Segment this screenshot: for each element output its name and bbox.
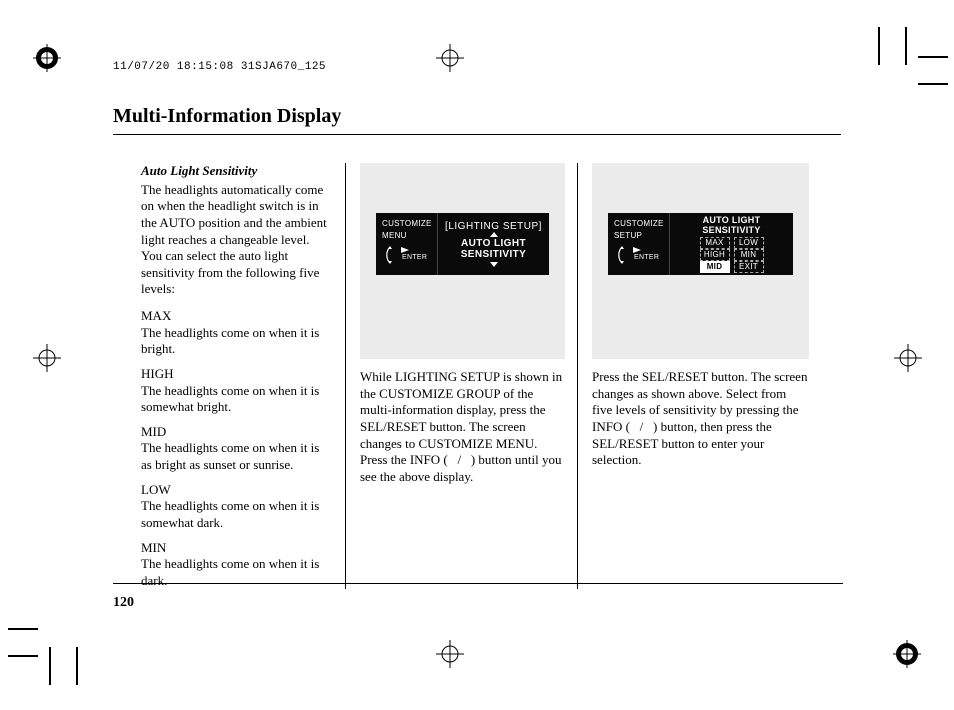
lcd-left-panel: CUSTOMIZE SETUP ENTER [608, 213, 670, 275]
level-name: MIN [141, 540, 333, 557]
page-content: Multi-Information Display Auto Light Sen… [113, 105, 841, 589]
level-desc: The headlights come on when it is somewh… [141, 383, 333, 416]
lcd-option-low: LOW [734, 237, 764, 249]
registration-mark-mid-left [33, 344, 61, 372]
lcd-main-text: AUTO LIGHTSENSITIVITY [461, 238, 527, 261]
column-3: CUSTOMIZE SETUP ENTER [577, 163, 809, 589]
level-item: MID The headlights come on when it is as… [141, 424, 333, 474]
page-title: Multi-Information Display [113, 105, 841, 135]
crop-mark [76, 647, 78, 685]
level-name: LOW [141, 482, 333, 499]
level-item: LOW The headlights come on when it is so… [141, 482, 333, 532]
triangle-up-icon [490, 232, 498, 237]
crop-mark [8, 655, 38, 657]
lcd-left-panel: CUSTOMIZE MENU ENTER [376, 213, 438, 275]
crop-mark [8, 628, 38, 630]
lcd-left-line2: SETUP [614, 231, 665, 241]
lcd-option-min: MIN [734, 249, 764, 261]
lcd-screen-customize-menu: CUSTOMIZE MENU ENTER [LIGHTING SETUP] [376, 213, 549, 275]
column-3-paragraph: Press the SEL/RESET button. The screen c… [592, 369, 809, 469]
steering-wheel-icon: ENTER [614, 245, 665, 265]
lcd-option-high: HIGH [700, 249, 730, 261]
section-subheading: Auto Light Sensitivity [141, 163, 333, 180]
enter-label: ENTER [401, 254, 427, 263]
crop-mark [878, 27, 880, 65]
crop-mark [918, 56, 948, 58]
level-desc: The headlights come on when it is bright… [141, 325, 333, 358]
registration-mark-mid-right [894, 344, 922, 372]
columns: Auto Light Sensitivity The headlights au… [113, 163, 841, 589]
lcd-left-line2: MENU [382, 231, 433, 241]
lcd-header: [LIGHTING SETUP] [445, 222, 542, 232]
crop-mark [918, 83, 948, 85]
page-number: 120 [113, 595, 134, 611]
steering-wheel-icon: ENTER [382, 245, 433, 265]
lcd-options-title: AUTO LIGHTSENSITIVITY [676, 216, 787, 235]
lcd-option-exit: EXIT [734, 261, 764, 273]
registration-mark-top-center [436, 44, 464, 72]
lcd-left-line1: CUSTOMIZE [382, 219, 433, 229]
lcd-right-panel: [LIGHTING SETUP] AUTO LIGHTSENSITIVITY [438, 213, 549, 275]
lcd-right-panel: AUTO LIGHTSENSITIVITY MAX LOW HIGH MIN [670, 213, 793, 275]
intro-paragraph: The headlights automatically come on whe… [141, 182, 333, 298]
level-desc: The headlights come on when it is as bri… [141, 440, 333, 473]
arrow-right-icon [633, 247, 641, 253]
crop-mark [49, 647, 51, 685]
lcd-illustration-frame: CUSTOMIZE MENU ENTER [LIGHTING SETUP] [360, 163, 565, 359]
column-2-paragraph: While LIGHTING SETUP is shown in the CUS… [360, 369, 565, 485]
lcd-option-max: MAX [700, 237, 730, 249]
lcd-option-mid-selected: MID [700, 261, 730, 273]
lcd-screen-customize-setup: CUSTOMIZE SETUP ENTER [608, 213, 793, 275]
level-name: HIGH [141, 366, 333, 383]
registration-mark-bottom-right [893, 640, 921, 668]
level-name: MID [141, 424, 333, 441]
level-item: HIGH The headlights come on when it is s… [141, 366, 333, 416]
lcd-left-line1: CUSTOMIZE [614, 219, 665, 229]
enter-label: ENTER [633, 254, 659, 263]
arrow-right-icon [401, 247, 409, 253]
level-item: MIN The headlights come on when it is da… [141, 540, 333, 590]
level-desc: The headlights come on when it is dark. [141, 556, 333, 589]
lcd-options-list: AUTO LIGHTSENSITIVITY MAX LOW HIGH MIN [676, 215, 787, 273]
sensitivity-levels: MAX The headlights come on when it is br… [141, 308, 333, 589]
column-2: CUSTOMIZE MENU ENTER [LIGHTING SETUP] [345, 163, 577, 589]
triangle-down-icon [490, 262, 498, 267]
level-name: MAX [141, 308, 333, 325]
registration-mark-top-left [33, 44, 61, 72]
column-1: Auto Light Sensitivity The headlights au… [113, 163, 345, 589]
level-desc: The headlights come on when it is somewh… [141, 498, 333, 531]
registration-mark-bottom-center [436, 640, 464, 668]
lcd-illustration-frame: CUSTOMIZE SETUP ENTER [592, 163, 809, 359]
footer-rule [113, 583, 843, 584]
header-timestamp: 11/07/20 18:15:08 31SJA670_125 [113, 61, 326, 73]
level-item: MAX The headlights come on when it is br… [141, 308, 333, 358]
crop-mark [905, 27, 907, 65]
